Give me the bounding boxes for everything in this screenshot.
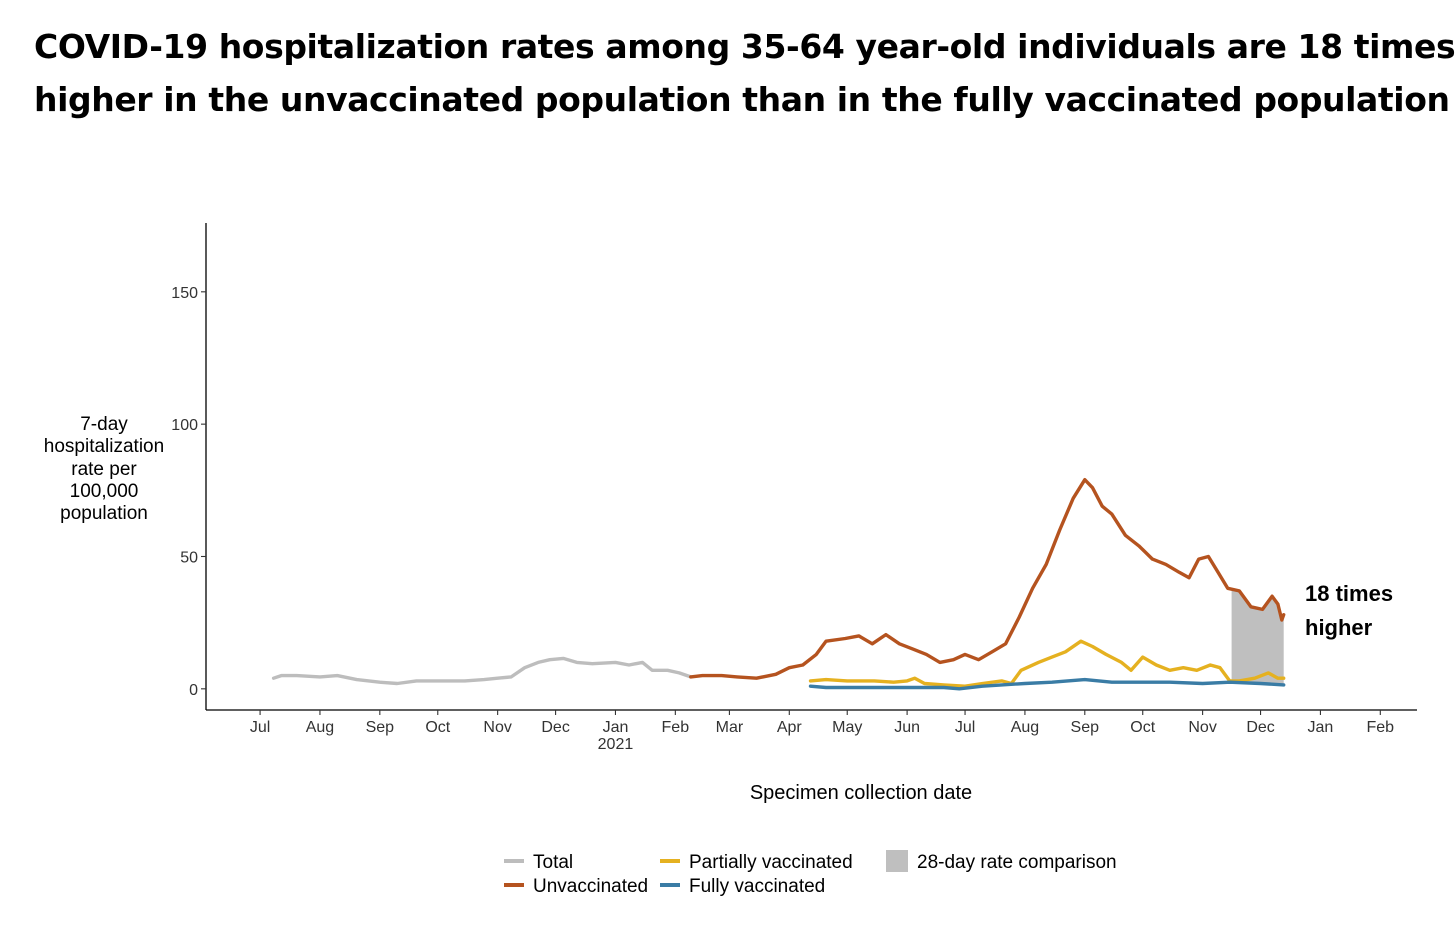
- x-tick-label: May: [832, 719, 862, 736]
- legend-label-unvaccinated: Unvaccinated: [533, 876, 648, 897]
- y-axis-title: 7-day hospitalization rate per 100,000 p…: [44, 414, 164, 524]
- x-tick-label: Jan: [603, 719, 629, 736]
- legend-label-total: Total: [533, 852, 573, 873]
- x-tick-label: Jul: [250, 719, 270, 736]
- x-tick-label: Oct: [425, 719, 450, 736]
- x-tick-label: Mar: [716, 719, 744, 736]
- x-tick-label: Sep: [1071, 719, 1100, 736]
- ratio-annotation: 18 times higher: [1305, 581, 1393, 640]
- y-ticks: 0 50 100 150: [171, 285, 206, 699]
- y-tick-label: 100: [171, 417, 198, 434]
- x-tick-label: Aug: [306, 719, 334, 736]
- x-tick-label: Nov: [1188, 719, 1216, 736]
- x-tick-label: Feb: [1367, 719, 1395, 736]
- x-tick-label: Feb: [662, 719, 690, 736]
- series-line-fully-vaccinated: [808, 677, 1286, 691]
- legend: Total Unvaccinated Partially vaccinated …: [504, 850, 1117, 897]
- x-tick-label: Oct: [1130, 719, 1155, 736]
- comparison-shade: [1231, 589, 1284, 685]
- comparison-shade-layer: [1231, 589, 1284, 685]
- y-tick-label: 150: [171, 285, 198, 302]
- ratio-annotation-line: higher: [1305, 615, 1373, 640]
- ratio-annotation-line: 18 times: [1305, 581, 1393, 606]
- series-layer: [271, 478, 1286, 691]
- chart-title-line-2: higher in the unvaccinated population th…: [34, 80, 1450, 119]
- series-line-partially-vaccinated: [808, 639, 1286, 688]
- legend-label-partially-vaccinated: Partially vaccinated: [689, 852, 853, 873]
- x-tick-sublabel: 2021: [598, 736, 634, 753]
- y-axis-title-line: 7-day: [80, 414, 128, 435]
- chart-title-line-1: COVID-19 hospitalization rates among 35-…: [34, 27, 1456, 66]
- x-tick-label: Jan: [1308, 719, 1334, 736]
- x-tick-label: Jul: [955, 719, 975, 736]
- y-axis-title-line: rate per: [71, 459, 137, 480]
- series-line-unvaccinated: [689, 478, 1286, 680]
- y-tick-label: 0: [189, 682, 198, 699]
- legend-swatch-comparison: [886, 850, 908, 872]
- x-tick-label: Dec: [1246, 719, 1274, 736]
- chart-title: COVID-19 hospitalization rates among 35-…: [34, 20, 1456, 126]
- x-tick-label: Dec: [541, 719, 569, 736]
- x-tick-label: Sep: [366, 719, 395, 736]
- x-tick-label: Jun: [894, 719, 920, 736]
- legend-label-comparison: 28-day rate comparison: [917, 852, 1117, 873]
- x-tick-label: Nov: [483, 719, 511, 736]
- y-tick-label: 50: [180, 549, 198, 566]
- axes-layer: [205, 223, 1417, 711]
- y-axis-title-line: hospitalization: [44, 436, 164, 457]
- legend-label-fully-vaccinated: Fully vaccinated: [689, 876, 825, 897]
- y-axis-title-line: 100,000: [70, 481, 139, 502]
- x-tick-label: Apr: [777, 719, 803, 736]
- x-tick-label: Aug: [1011, 719, 1039, 736]
- x-axis-title: Specimen collection date: [750, 782, 972, 804]
- y-axis-title-line: population: [60, 503, 148, 524]
- series-line-total: [271, 656, 693, 686]
